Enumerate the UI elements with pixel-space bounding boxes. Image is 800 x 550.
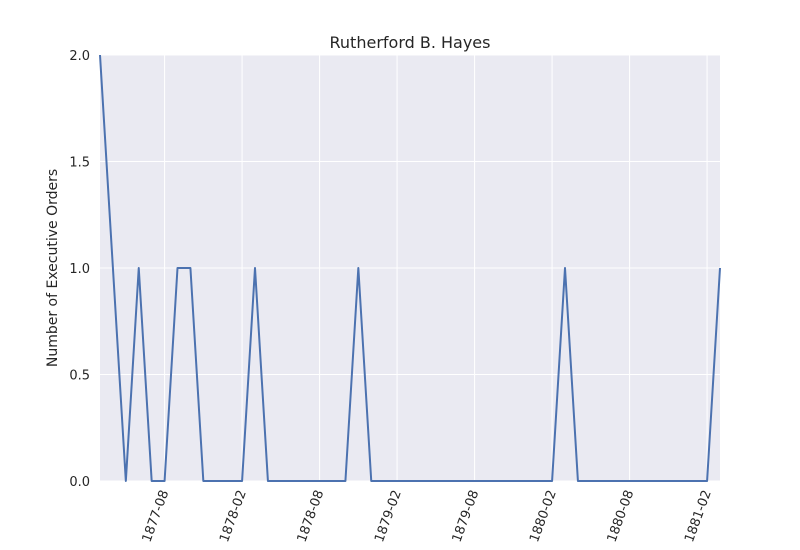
x-tick-label: 1878-08 xyxy=(295,488,328,544)
chart-title: Rutherford B. Hayes xyxy=(330,33,491,52)
y-tick-label: 0.0 xyxy=(69,475,90,490)
y-tick-label: 1.0 xyxy=(69,262,90,277)
x-tick-label: 1881-02 xyxy=(682,488,715,544)
x-tick-label: 1879-02 xyxy=(372,488,405,544)
y-ticks: 0.0 0.5 1.0 1.5 2.0 xyxy=(69,49,90,490)
x-tick-label: 1878-02 xyxy=(217,488,250,544)
y-tick-label: 1.5 xyxy=(69,156,90,171)
y-tick-label: 0.5 xyxy=(69,369,90,384)
y-tick-label: 2.0 xyxy=(69,49,90,64)
x-tick-label: 1877-08 xyxy=(140,488,173,544)
x-ticks: 1877-08 1878-02 1878-08 1879-02 1879-08 1880-… xyxy=(140,488,715,544)
y-axis-label: Number of Executive Orders xyxy=(45,169,61,367)
grid xyxy=(100,54,720,482)
series-line xyxy=(99,54,721,482)
series-layer xyxy=(99,54,721,482)
x-tick-label: 1880-02 xyxy=(527,488,560,544)
x-tick-label: 1879-08 xyxy=(450,488,483,544)
x-tick-label: 1880-08 xyxy=(605,488,638,544)
